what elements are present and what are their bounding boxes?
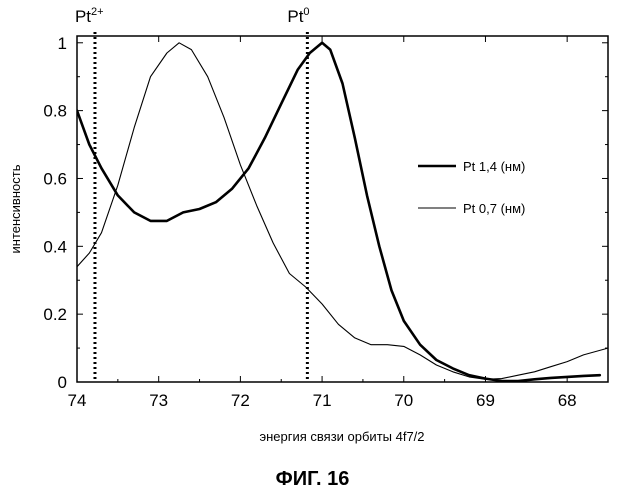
- y-tick-label: 0.8: [43, 102, 67, 121]
- reference-marker-superscript: 2+: [91, 6, 104, 18]
- legend-label: Pt 0,7 (нм): [463, 201, 525, 216]
- figure-caption: ФИГ. 16: [275, 468, 350, 490]
- x-tick-label: 71: [313, 391, 332, 410]
- series-line-2: [77, 42, 608, 380]
- y-tick-label: 1: [58, 34, 67, 53]
- x-tick-label: 70: [394, 391, 413, 410]
- x-tick-label: 68: [558, 391, 577, 410]
- legend-label: Pt 1,4 (нм): [463, 159, 525, 174]
- y-tick-label: 0.6: [43, 169, 67, 188]
- series-line-1: [77, 41, 602, 382]
- y-tick-label: 0.4: [43, 237, 67, 256]
- x-tick-label: 69: [476, 391, 495, 410]
- plot-frame: [76, 35, 609, 383]
- x-tick-label: 72: [231, 391, 250, 410]
- legend: Pt 1,4 (нм) Pt 0,7 (нм): [418, 159, 525, 216]
- x-tick-label: 74: [68, 391, 87, 410]
- reference-marker-label: Pt2+: [75, 6, 104, 26]
- reference-marker-superscript: 0: [303, 6, 309, 18]
- x-axis-label: энергия связи орбиты 4f7/2: [259, 429, 424, 444]
- reference-marker-label: Pt0: [287, 6, 309, 26]
- y-axis-label: интенсивность: [8, 164, 23, 253]
- y-tick-label: 0: [58, 373, 67, 392]
- x-tick-label: 73: [149, 391, 168, 410]
- y-tick-label: 0.2: [43, 305, 67, 324]
